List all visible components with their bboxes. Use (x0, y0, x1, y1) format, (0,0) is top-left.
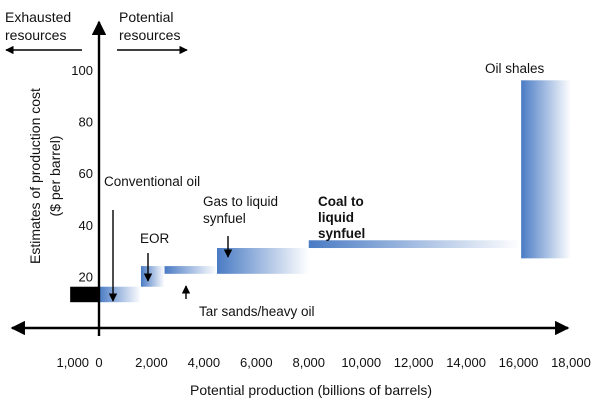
bar-conventional-oil (99, 286, 141, 303)
y-tick-label: 40 (79, 218, 93, 233)
annotation-coal-to-liquid-line2: liquid (318, 210, 354, 225)
annotation-eor: EOR (140, 231, 170, 246)
bar-tar-sands-heavy-oil (164, 266, 217, 274)
x-tick-label: 2,000 (135, 355, 168, 370)
axes (10, 20, 570, 336)
y-tick-labels: 20 40 60 80 100 (71, 63, 93, 284)
x-tick-label: 10,000 (341, 355, 381, 370)
annotation-oil-shales-line1: Oil shales (485, 61, 545, 76)
x-tick-label: 14,000 (446, 355, 486, 370)
x-tick-label: 6,000 (240, 355, 273, 370)
x-tick-label: 4,000 (188, 355, 221, 370)
region-labels: Exhausted resources Potential resources (5, 9, 188, 55)
bar-exhausted-resources (70, 286, 99, 303)
y-axis-title-line1: Estimates of production cost (27, 88, 43, 264)
annotation-tar-sands: Tar sands/heavy oil (199, 304, 315, 319)
bar-eor (140, 266, 165, 287)
bar-coal-to-liquid-synfuel (308, 240, 522, 249)
x-tick-label: 8,000 (292, 355, 325, 370)
annotation-oil-shales: Oil shales (485, 61, 545, 76)
potential-label-line1: Potential (119, 9, 173, 25)
annotation-coal-to-liquid: Coal to liquid synfuel (318, 194, 368, 241)
x-axis-title: Potential production (billions of barrel… (190, 382, 432, 398)
y-tick-label: 100 (71, 63, 93, 78)
y-tick-label: 20 (79, 269, 93, 284)
annotation-conventional-oil: Conventional oil (104, 174, 200, 189)
y-tick-label: 80 (79, 115, 93, 130)
x-tick-label: 16,000 (499, 355, 539, 370)
bar-oil-shales (521, 80, 571, 259)
potential-label-line2: resources (119, 27, 180, 43)
annotation-coal-to-liquid-line1: Coal to (318, 194, 364, 209)
annotation-gas-to-liquid-line2: synfuel (203, 211, 246, 226)
exhausted-label-line1: Exhausted (5, 9, 71, 25)
y-axis-title: Estimates of production cost ($ per barr… (27, 88, 63, 264)
x-tick-label: 12,000 (394, 355, 434, 370)
y-tick-label: 60 (79, 166, 93, 181)
annotation-gas-to-liquid-line1: Gas to liquid (203, 194, 278, 209)
annotations: Conventional oil EOR Gas to liquid synfu… (104, 61, 545, 319)
exhausted-label-line2: resources (5, 27, 66, 43)
x-tick-label: 1,000 (57, 355, 90, 370)
bars-layer (70, 80, 571, 303)
annotation-coal-to-liquid-line3: synfuel (318, 226, 365, 241)
annotation-gas-to-liquid: Gas to liquid synfuel (203, 194, 282, 226)
x-tick-label: 0 (95, 355, 102, 370)
x-tick-label: 18,000 (551, 355, 591, 370)
y-axis-title-line2: ($ per barrel) (47, 136, 63, 217)
annotation-eor-line1: EOR (140, 231, 170, 246)
bar-gas-to-liquid-synfuel (216, 248, 309, 274)
annotation-conventional-oil-line1: Conventional oil (104, 174, 200, 189)
x-tick-labels: 1,000 0 2,000 4,000 6,000 8,000 10,000 12,000 14… (57, 355, 591, 370)
annotation-tar-sands-line1: Tar sands/heavy oil (199, 304, 315, 319)
